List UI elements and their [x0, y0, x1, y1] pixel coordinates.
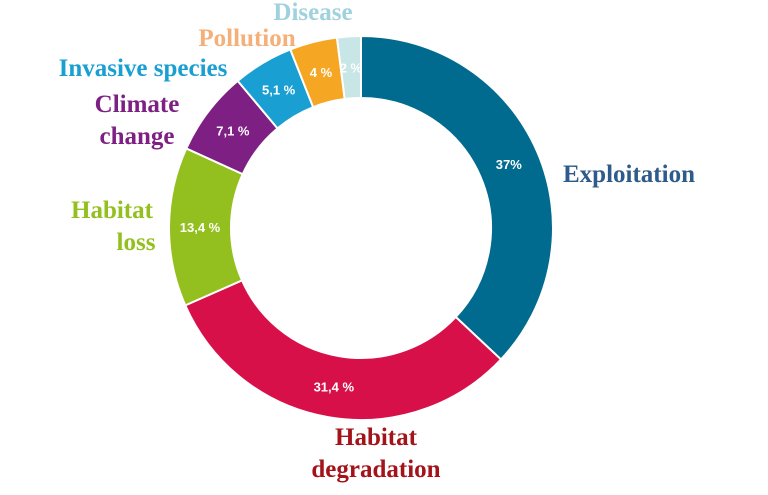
value-label-disease: 2 % — [340, 60, 363, 75]
value-label-climate-change: 7,1 % — [216, 124, 250, 139]
value-label-habitat-loss: 13,4 % — [180, 220, 221, 235]
label-invasive-species: Invasive species — [59, 55, 228, 82]
donut-value-labels: 37% 31,4 % 13,4 % 7,1 % 5,1 % 4 % 2 % — [180, 60, 522, 394]
label-habitat-degradation-line1: Habitat — [335, 424, 418, 451]
value-label-habitat-degradation: 31,4 % — [314, 380, 355, 395]
label-habitat-loss-line1: Habitat — [71, 197, 154, 224]
slice-habitat-degradation — [183, 279, 503, 421]
donut-slices — [168, 34, 554, 421]
label-disease: Disease — [273, 0, 352, 26]
label-exploitation: Exploitation — [563, 161, 695, 188]
label-climate-change-line1: Climate — [95, 91, 180, 118]
value-label-pollution: 4 % — [310, 65, 333, 80]
label-climate-change-line2: change — [100, 123, 175, 150]
value-label-exploitation: 37% — [496, 157, 522, 172]
label-pollution: Pollution — [198, 25, 295, 52]
slice-exploitation — [360, 34, 554, 361]
value-label-invasive-species: 5,1 % — [262, 83, 296, 98]
label-habitat-degradation-line2: degradation — [311, 456, 440, 483]
label-habitat-loss-line2: loss — [117, 229, 156, 256]
slice-disease — [335, 34, 362, 101]
